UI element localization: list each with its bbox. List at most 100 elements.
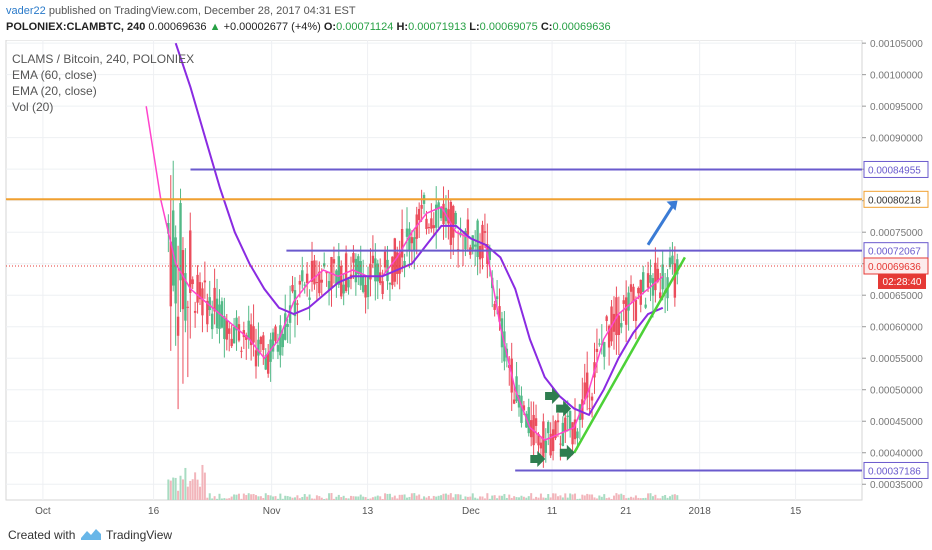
volume-bar <box>364 497 367 500</box>
volume-bar <box>279 493 282 500</box>
volume-bar <box>408 496 411 500</box>
footer: Created with TradingView <box>0 520 932 550</box>
change-up-icon: ▲ <box>209 21 221 33</box>
volume-bar <box>561 497 564 500</box>
volume-bar <box>651 496 654 500</box>
volume-bar <box>418 494 421 500</box>
volume-bar <box>359 494 362 500</box>
volume-bar <box>483 498 486 500</box>
candle-body <box>320 279 323 283</box>
volume-bar <box>313 498 316 500</box>
price-chart[interactable]: 0.00035000 0.00040000 0.00045000 0.00050000… <box>0 40 932 520</box>
volume-bar <box>649 493 652 500</box>
volume-bar <box>603 494 606 500</box>
volume-bar <box>223 498 226 500</box>
candle-body <box>437 202 440 209</box>
volume-bar <box>498 495 501 500</box>
candle-body <box>656 268 660 282</box>
candle-body <box>646 273 650 288</box>
volume-bar <box>371 497 374 500</box>
volume-bar <box>542 497 545 500</box>
candle-body <box>383 251 387 268</box>
volume-bar <box>427 496 430 500</box>
ema20-legend: EMA (20, close) <box>12 84 97 98</box>
volume-bar <box>476 498 479 500</box>
candle-body <box>288 305 292 323</box>
volume-bar <box>230 496 233 500</box>
volume-bar <box>286 496 289 500</box>
candle-body <box>447 209 450 224</box>
volume-bar <box>220 498 223 500</box>
candle-body <box>607 325 611 348</box>
candle-body <box>576 431 579 439</box>
volume-bar <box>401 494 404 500</box>
y-tick-label: 0.00060000 <box>870 323 923 334</box>
volume-bar <box>444 493 447 500</box>
candle-body <box>512 399 516 404</box>
volume-bar <box>206 497 209 500</box>
candle-body <box>617 315 621 335</box>
candle-body <box>174 237 177 304</box>
volume-bar <box>384 493 387 500</box>
volume-bar <box>396 498 399 500</box>
high-label: H: <box>396 21 409 33</box>
volume-bar <box>315 495 318 500</box>
candle-body <box>337 256 341 285</box>
candle-body <box>364 284 367 298</box>
candle-body <box>310 260 314 282</box>
candle-body <box>483 231 487 233</box>
y-tick-label: 0.00035000 <box>870 480 923 491</box>
volume-bar <box>583 495 586 500</box>
volume-bar <box>676 495 679 500</box>
volume-bar <box>388 493 391 500</box>
candle-body <box>493 303 496 310</box>
tradingview-logo-icon[interactable] <box>80 526 102 542</box>
candle-body <box>537 434 540 446</box>
price-label-text: 0.00069636 <box>868 262 921 273</box>
volume-bar <box>374 496 377 500</box>
author-link[interactable]: vader22 <box>6 5 46 17</box>
candle-body <box>398 253 401 274</box>
volume-bar <box>354 496 357 500</box>
price-label-box <box>863 461 929 479</box>
price-label-text: 0.00037186 <box>868 466 921 477</box>
volume-bar <box>605 498 608 500</box>
volume-bar <box>442 493 445 500</box>
candle-body <box>615 297 618 336</box>
volume-bar <box>627 497 630 500</box>
x-tick-label: 16 <box>148 506 160 517</box>
y-tick-label: 0.00105000 <box>870 40 923 50</box>
candle-body <box>266 352 270 374</box>
candle-body <box>629 284 633 292</box>
candle-body <box>425 218 428 229</box>
candle-body <box>527 407 530 434</box>
candle-body <box>410 237 414 244</box>
candle-body <box>206 300 209 325</box>
volume-bar <box>612 495 615 500</box>
tradingview-brand-link[interactable]: TradingView <box>106 528 173 542</box>
candle-body <box>257 339 260 356</box>
volume-bar <box>464 496 467 500</box>
candle-body <box>181 250 185 310</box>
volume-bar <box>459 494 462 500</box>
candle-body <box>566 415 569 418</box>
candle-body <box>284 313 287 340</box>
volume-bar <box>591 494 594 500</box>
volume-bar <box>169 480 172 500</box>
volume-bar <box>376 495 379 500</box>
volume-bar <box>440 495 443 500</box>
volume-bar <box>454 494 457 500</box>
volume-bar <box>637 497 640 500</box>
volume-bar <box>320 497 323 500</box>
volume-bar <box>284 495 287 500</box>
price-label-box <box>863 257 929 275</box>
candle-body <box>405 228 409 237</box>
volume-bar <box>337 494 340 500</box>
candle-body <box>303 284 306 286</box>
volume-bar <box>386 493 389 500</box>
volume-bar <box>535 496 538 500</box>
volume-bar <box>228 498 231 500</box>
candle-body <box>585 372 589 398</box>
volume-bar <box>393 495 396 500</box>
x-tick-label: Dec <box>462 506 480 517</box>
